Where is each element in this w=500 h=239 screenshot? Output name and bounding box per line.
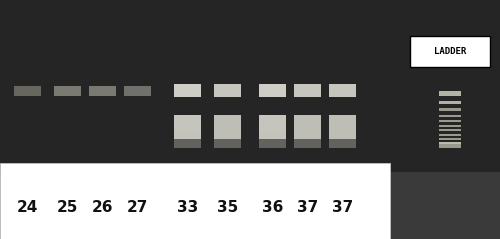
FancyBboxPatch shape [294,131,322,148]
FancyBboxPatch shape [294,84,322,97]
FancyBboxPatch shape [214,84,241,97]
Text: 26: 26 [92,201,113,215]
FancyBboxPatch shape [174,131,201,148]
FancyBboxPatch shape [439,142,462,144]
FancyBboxPatch shape [329,115,356,139]
FancyBboxPatch shape [54,86,81,96]
FancyBboxPatch shape [439,142,462,148]
FancyBboxPatch shape [259,115,286,139]
FancyBboxPatch shape [439,120,462,122]
FancyBboxPatch shape [329,131,356,148]
Text: 25: 25 [57,201,78,215]
FancyBboxPatch shape [439,108,462,111]
Text: 35: 35 [217,201,238,215]
FancyBboxPatch shape [259,84,286,97]
FancyBboxPatch shape [439,125,462,127]
Text: 37: 37 [332,201,353,215]
FancyBboxPatch shape [329,84,356,97]
FancyBboxPatch shape [439,138,462,140]
FancyBboxPatch shape [259,131,286,148]
FancyBboxPatch shape [0,163,390,239]
FancyBboxPatch shape [410,36,490,67]
FancyBboxPatch shape [174,115,201,139]
FancyBboxPatch shape [89,86,116,96]
Text: LADDER: LADDER [434,47,466,56]
Text: 24: 24 [17,201,38,215]
FancyBboxPatch shape [439,101,462,104]
FancyBboxPatch shape [214,131,241,148]
FancyBboxPatch shape [439,129,462,131]
FancyBboxPatch shape [124,86,152,96]
FancyBboxPatch shape [439,115,462,117]
FancyBboxPatch shape [174,84,201,97]
FancyBboxPatch shape [439,134,462,136]
FancyBboxPatch shape [294,115,322,139]
FancyBboxPatch shape [0,0,500,172]
Text: 36: 36 [262,201,283,215]
Text: 27: 27 [127,201,148,215]
FancyBboxPatch shape [214,115,241,139]
FancyBboxPatch shape [14,86,41,96]
Text: 37: 37 [297,201,318,215]
FancyBboxPatch shape [439,91,462,96]
Text: 33: 33 [177,201,198,215]
